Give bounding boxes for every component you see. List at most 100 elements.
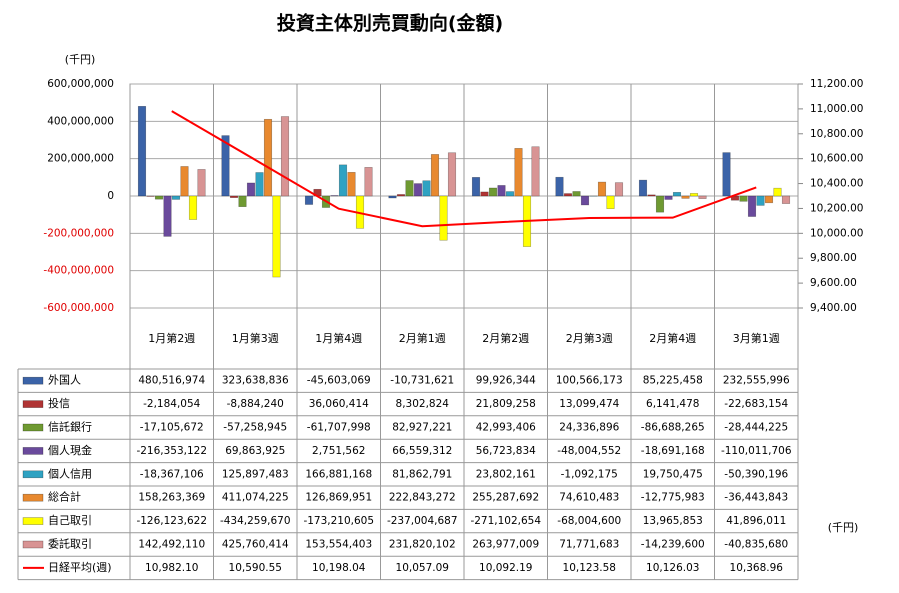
table-cell: -1,092,175 (561, 468, 618, 480)
bar (722, 152, 731, 197)
table-cell: 10,982.10 (145, 562, 198, 574)
table-cell: 425,760,414 (222, 539, 289, 551)
table-cell: 10,198.04 (312, 562, 366, 574)
table-cell: 222,843,272 (389, 492, 456, 504)
y-tick-label: 200,000,000 (47, 153, 114, 165)
table-cell: -48,004,552 (557, 445, 621, 457)
table-cell: -86,688,265 (641, 422, 705, 434)
y2-tick-label: 9,600.00 (810, 277, 857, 289)
table-cell: 13,965,853 (643, 515, 703, 527)
bar (689, 193, 699, 197)
table-cell: -2,184,054 (143, 398, 201, 410)
bar (330, 195, 339, 197)
table-cell: -271,102,654 (470, 515, 541, 527)
table-cell: 232,555,996 (723, 375, 790, 387)
bar (563, 193, 573, 197)
bar (396, 194, 406, 197)
y-tick-label: -400,000,000 (43, 265, 114, 277)
table-cell: 23,802,161 (476, 468, 536, 480)
table-cell: 13,099,474 (559, 398, 619, 410)
legend-swatch (22, 493, 44, 502)
bar (163, 195, 172, 237)
x-tick-label: 2月第4週 (649, 331, 696, 345)
bar (188, 195, 198, 220)
bar (664, 195, 673, 200)
y-tick-label: 400,000,000 (47, 115, 114, 127)
bar (430, 154, 440, 197)
x-tick-label: 2月第3週 (566, 331, 613, 345)
table-cell: -61,707,998 (307, 422, 371, 434)
bar (555, 176, 564, 197)
table-cell: 142,492,110 (138, 539, 205, 551)
y2-tick-label: 11,000.00 (810, 103, 863, 115)
table-cell: -434,259,670 (220, 515, 291, 527)
table-cell: 2,751,562 (312, 445, 365, 457)
x-tick-label: 1月第2週 (148, 331, 195, 345)
bar (439, 195, 448, 241)
table-cell: -40,835,680 (724, 539, 788, 551)
table-cell: 99,926,344 (476, 375, 536, 387)
legend-swatch (22, 540, 44, 549)
bar (773, 187, 782, 197)
bar (197, 169, 206, 197)
table-cell: 10,126.03 (646, 562, 699, 574)
table-cell: 8,302,824 (396, 398, 450, 410)
table-cell: -14,239,600 (641, 539, 705, 551)
table-cell: -18,691,168 (641, 445, 705, 457)
table-cell: 323,638,836 (222, 375, 289, 387)
table-cell: 56,723,834 (476, 445, 536, 457)
bar (180, 166, 189, 197)
y2-tick-label: 9,400.00 (810, 302, 857, 314)
bar (647, 194, 656, 197)
table-cell: -126,123,622 (136, 515, 207, 527)
legend-label: 日経平均(週) (48, 561, 112, 574)
table-cell: -57,258,945 (223, 422, 287, 434)
bar (781, 195, 791, 204)
table-cell: -28,444,225 (724, 422, 788, 434)
table-cell: 85,225,458 (643, 375, 703, 387)
bar (480, 191, 489, 197)
bar (614, 182, 624, 197)
bar (422, 180, 431, 197)
table-cell: 10,057.09 (396, 562, 449, 574)
table-cell: 6,141,478 (646, 398, 699, 410)
y-tick-label: 600,000,000 (47, 78, 114, 90)
table-cell: 21,809,258 (476, 398, 536, 410)
bar (413, 183, 423, 197)
table-cell: 166,881,168 (305, 468, 372, 480)
line (171, 110, 757, 228)
y2-tick-label: 10,400.00 (810, 178, 863, 190)
table-cell: -216,353,122 (136, 445, 207, 457)
legend-swatch (22, 400, 44, 408)
table-cell: 82,927,221 (392, 422, 452, 434)
y2-tick-label: 11,200.00 (810, 78, 863, 90)
x-tick-label: 2月第1週 (399, 331, 446, 345)
bar (514, 148, 523, 197)
table-cell: -18,367,106 (140, 468, 204, 480)
table-cell: 153,554,403 (305, 539, 372, 551)
legend-swatch (22, 470, 44, 479)
bar (388, 195, 397, 199)
table-cell: 10,590.55 (229, 562, 282, 574)
chart-title: 投資主体別売買動向(金額) (277, 12, 503, 35)
table-cell: -237,004,687 (387, 515, 458, 527)
bar (505, 191, 515, 197)
legend-label: 総合計 (48, 490, 81, 504)
y2-tick-label: 10,600.00 (810, 153, 863, 165)
y2-tick-label: 10,200.00 (810, 202, 863, 214)
table-cell: -10,731,621 (390, 375, 454, 387)
bar (747, 195, 757, 217)
table-cell: -17,105,672 (140, 422, 204, 434)
bar (229, 195, 239, 198)
table-cell: 10,092.19 (479, 562, 532, 574)
bar (488, 187, 498, 197)
bar (698, 195, 707, 199)
table-cell: -12,775,983 (641, 492, 705, 504)
table-cell: 74,610,483 (559, 492, 619, 504)
bar (154, 195, 164, 200)
bar (280, 116, 290, 197)
bar (263, 118, 273, 197)
bar (137, 106, 147, 197)
bar (681, 195, 690, 199)
